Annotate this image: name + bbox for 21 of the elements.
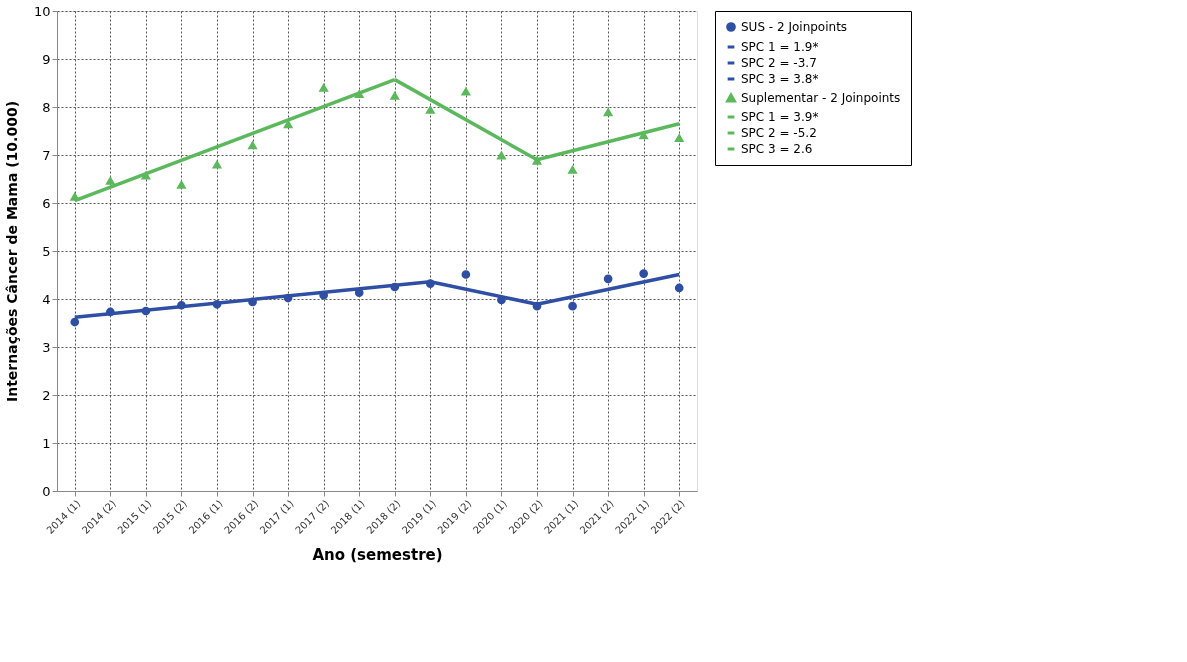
y-tick-label: 8 bbox=[42, 99, 51, 115]
y-tick-label: 3 bbox=[42, 339, 51, 355]
y-tick-label: 0 bbox=[42, 483, 51, 499]
legend-label: SPC 3 = 3.8* bbox=[741, 72, 819, 86]
x-axis-title: Ano (semestre) bbox=[312, 545, 443, 564]
y-tick-label: 4 bbox=[42, 291, 51, 307]
y-tick-label: 1 bbox=[42, 435, 51, 451]
legend-label: Suplementar - 2 Joinpoints bbox=[741, 91, 901, 105]
legend-label: SPC 2 = -3.7 bbox=[741, 56, 817, 70]
legend-label: SPC 1 = 3.9* bbox=[741, 110, 819, 124]
y-axis-title: Internações Câncer de Mama (10.000) bbox=[3, 100, 20, 403]
y-tick-label: 2 bbox=[42, 387, 51, 403]
y-tick-label: 10 bbox=[33, 3, 51, 19]
legend-label: SPC 3 = 2.6 bbox=[741, 142, 813, 156]
legend-label: SPC 1 = 1.9* bbox=[741, 40, 819, 54]
y-tick-label: 6 bbox=[42, 195, 51, 211]
y-tick-label: 7 bbox=[42, 147, 51, 163]
legend-label: SUS - 2 Joinpoints bbox=[741, 20, 848, 34]
legend-label: SPC 2 = -5.2 bbox=[741, 126, 817, 140]
y-tick-label: 5 bbox=[42, 243, 51, 259]
y-tick-label: 9 bbox=[42, 51, 51, 67]
